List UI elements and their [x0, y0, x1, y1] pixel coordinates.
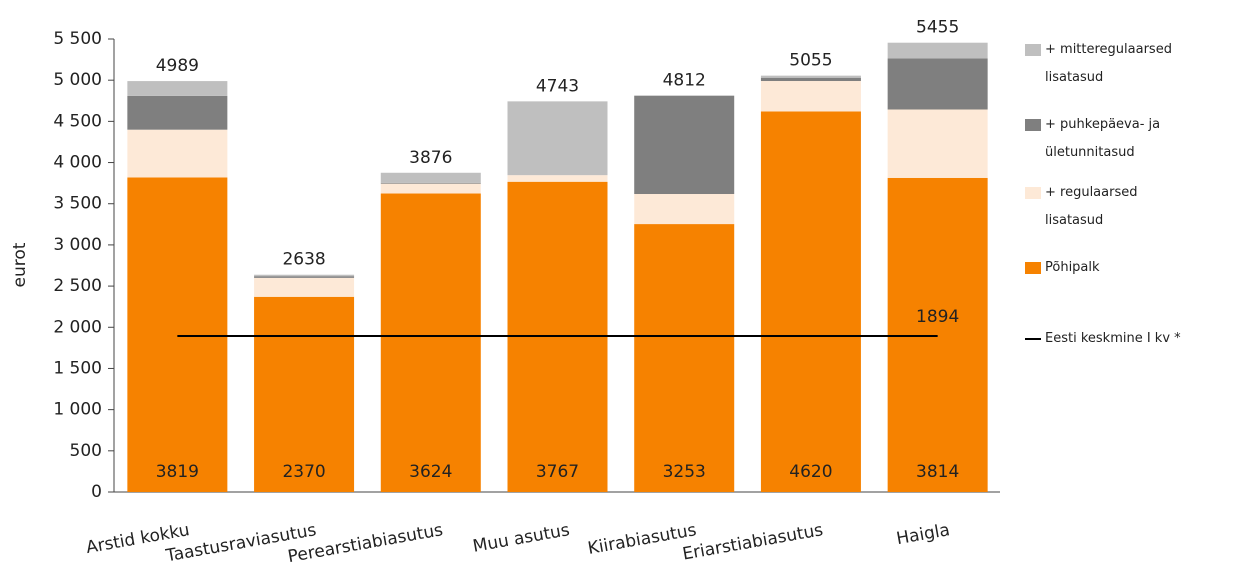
bar-total-label: 4989: [156, 56, 199, 76]
bar-segment: [254, 277, 355, 297]
bar-segment: [760, 81, 861, 112]
legend-swatch: [1025, 44, 1041, 56]
bar-segment: [760, 77, 861, 82]
bar-total-label: 2638: [282, 250, 325, 270]
bar-base-label: 3253: [663, 462, 706, 482]
bar-base-label: 3814: [916, 462, 959, 482]
bar-segment: [380, 193, 481, 493]
legend-swatch: [1025, 262, 1041, 274]
bar-segment: [127, 177, 228, 492]
legend-swatch: [1025, 187, 1041, 199]
y-tick-label: 2 000: [53, 317, 102, 337]
y-axis-label: eurot: [10, 242, 30, 287]
y-tick-label: 5 500: [53, 29, 102, 49]
bar-segment: [634, 95, 735, 195]
legend-label: Eesti keskmine I kv *: [1045, 331, 1181, 346]
chart: eurot 0 500 1 000 1 500 2 000 2 500 3 000 3 500…: [10, 18, 1001, 567]
average-label: 1894: [916, 307, 959, 327]
bar-total-label: 4743: [536, 76, 579, 96]
bar-total-label: 5455: [916, 18, 959, 38]
legend-label: + mitteregulaarsed lisatasud: [1045, 42, 1172, 85]
x-tick-label: Haigla: [895, 520, 952, 549]
y-tick-label: 3 000: [53, 235, 102, 255]
bar-base-label: 4620: [789, 462, 832, 482]
bar-segment: [887, 177, 988, 492]
bar-base-label: 2370: [282, 462, 325, 482]
y-tick-label: 1 000: [53, 400, 102, 420]
bar-segment: [634, 224, 735, 492]
x-tick-label: Kiirabiasutus: [586, 520, 698, 559]
bar-segment: [887, 109, 988, 178]
y-tick-label: 5 000: [53, 70, 102, 90]
y-tick-label: 3 500: [53, 194, 102, 214]
bar-base-label: 3767: [536, 462, 579, 482]
bar-segment: [380, 172, 481, 183]
y-tick-label: 4 000: [53, 153, 102, 173]
x-tick-label: Eriarstiabiasutus: [681, 520, 825, 564]
bar-segment: [634, 194, 735, 225]
bar-total-label: 3876: [409, 148, 452, 168]
x-tick-label: Muu asutus: [471, 520, 571, 557]
bar-segment: [127, 95, 228, 130]
bar-segment: [254, 296, 355, 492]
y-tick-label: 2 500: [53, 276, 102, 296]
bar-total-label: 5055: [789, 51, 832, 71]
bar-segment: [760, 111, 861, 492]
bar-segment: [380, 182, 481, 184]
bar-segment: [380, 183, 481, 194]
legend-label: + regulaarsed lisatasud: [1045, 185, 1138, 228]
legend-label: Põhipalk: [1045, 260, 1100, 275]
bar-segment: [507, 175, 608, 182]
bar-segment: [127, 129, 228, 178]
bar-segment: [254, 274, 355, 277]
y-tick-label: 1 500: [53, 358, 102, 378]
bar-base-label: 3624: [409, 462, 452, 482]
legend-swatch: [1025, 338, 1041, 340]
bar-segment: [760, 75, 861, 78]
bar-segment: [254, 276, 355, 278]
legend-swatch: [1025, 119, 1041, 131]
bar-segment: [887, 58, 988, 110]
bar-total-label: 4812: [663, 71, 706, 91]
legend-label: + puhkepäeva- ja ületunnitasud: [1045, 117, 1161, 160]
bar-segment: [507, 101, 608, 176]
y-tick-label: 500: [70, 441, 102, 461]
bar-segment: [887, 42, 988, 59]
bar-segment: [127, 81, 228, 96]
bar-base-label: 3819: [156, 462, 199, 482]
y-tick-label: 0: [91, 482, 102, 502]
y-tick-label: 4 500: [53, 111, 102, 131]
